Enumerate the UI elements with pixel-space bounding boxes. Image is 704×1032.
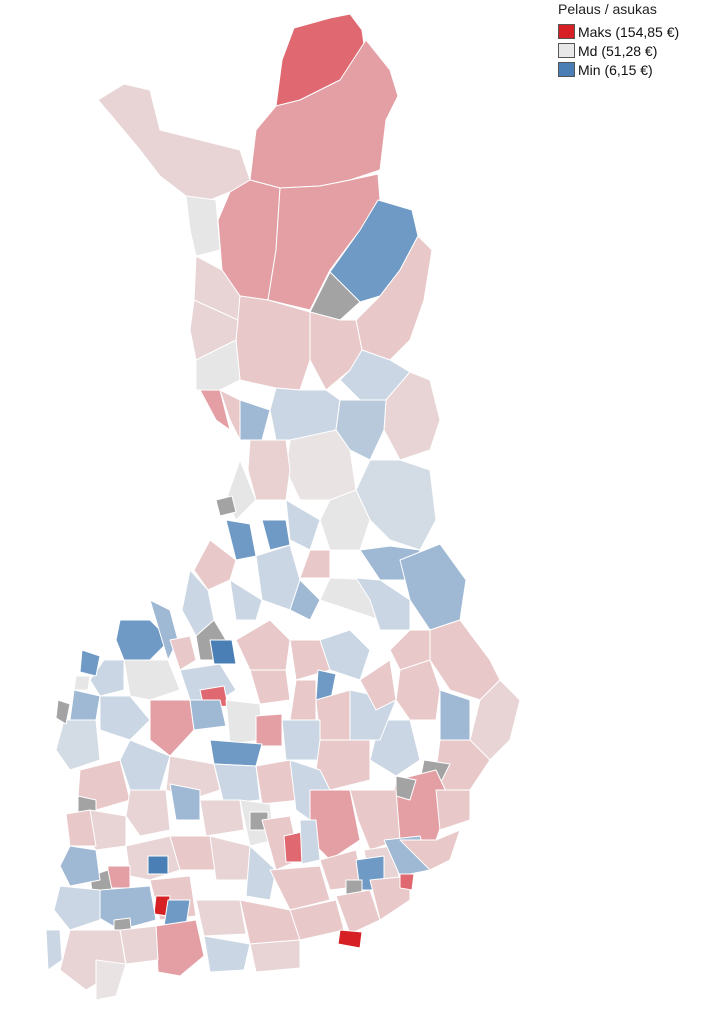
legend-swatch-max: [558, 24, 575, 39]
municipality[interactable]: [285, 499, 321, 551]
legend-item-max: Maks (154,85 €): [558, 22, 679, 41]
municipality[interactable]: [261, 519, 291, 551]
municipality[interactable]: [429, 619, 501, 701]
municipality[interactable]: [399, 829, 461, 871]
municipality[interactable]: [439, 689, 471, 741]
municipality[interactable]: [209, 739, 263, 767]
municipality[interactable]: [45, 929, 63, 971]
municipality[interactable]: [77, 759, 131, 811]
municipality[interactable]: [147, 855, 169, 875]
municipality[interactable]: [65, 809, 97, 847]
municipality[interactable]: [395, 659, 441, 721]
legend-swatch-min: [558, 62, 575, 77]
municipality[interactable]: [99, 695, 151, 741]
municipality[interactable]: [289, 579, 321, 621]
municipality[interactable]: [399, 873, 415, 891]
municipality[interactable]: [247, 439, 291, 501]
municipality[interactable]: [169, 783, 201, 821]
municipality[interactable]: [55, 699, 71, 725]
municipality[interactable]: [355, 459, 437, 551]
municipality[interactable]: [125, 789, 171, 837]
municipality[interactable]: [337, 929, 363, 949]
municipality[interactable]: [299, 819, 321, 865]
municipality[interactable]: [53, 885, 101, 931]
municipality[interactable]: [235, 295, 311, 391]
municipality[interactable]: [213, 763, 261, 805]
municipality[interactable]: [79, 649, 101, 677]
municipality[interactable]: [249, 939, 301, 973]
municipality[interactable]: [299, 549, 331, 579]
municipality[interactable]: [95, 959, 127, 1001]
municipality[interactable]: [359, 659, 397, 711]
municipality[interactable]: [55, 719, 101, 771]
municipality[interactable]: [69, 689, 101, 721]
municipality[interactable]: [281, 719, 321, 761]
municipality[interactable]: [215, 495, 237, 517]
municipality[interactable]: [119, 925, 159, 965]
municipality[interactable]: [255, 713, 283, 747]
municipality[interactable]: [349, 789, 401, 851]
municipality[interactable]: [123, 659, 181, 701]
municipality[interactable]: [73, 675, 91, 691]
legend: Pelaus / asukas Maks (154,85 €) Md (51,2…: [558, 1, 679, 79]
municipality[interactable]: [283, 831, 303, 863]
municipality[interactable]: [169, 635, 197, 671]
municipality[interactable]: [209, 639, 237, 665]
municipality[interactable]: [97, 83, 251, 201]
legend-label-max: Maks (154,85 €): [578, 23, 680, 40]
municipality[interactable]: [395, 775, 417, 801]
municipality[interactable]: [229, 579, 263, 621]
municipality[interactable]: [245, 845, 277, 901]
municipality[interactable]: [435, 789, 471, 831]
municipality[interactable]: [89, 659, 125, 697]
legend-label-min: Min (6,15 €): [578, 61, 653, 78]
municipality[interactable]: [155, 919, 205, 977]
municipality[interactable]: [199, 389, 231, 431]
municipality[interactable]: [149, 699, 195, 757]
municipality[interactable]: [209, 835, 251, 881]
legend-label-median: Md (51,28 €): [578, 42, 658, 59]
municipality[interactable]: [235, 619, 291, 671]
municipality[interactable]: [185, 195, 221, 257]
municipality[interactable]: [319, 629, 371, 681]
municipality[interactable]: [195, 339, 241, 391]
municipality[interactable]: [269, 865, 331, 911]
municipality[interactable]: [193, 539, 237, 591]
municipality[interactable]: [315, 739, 371, 791]
municipality[interactable]: [219, 389, 241, 441]
legend-item-min: Min (6,15 €): [558, 60, 679, 79]
legend-item-median: Md (51,28 €): [558, 41, 679, 60]
municipality[interactable]: [249, 669, 291, 705]
legend-title: Pelaus / asukas: [558, 1, 657, 17]
municipality[interactable]: [195, 899, 247, 937]
municipality[interactable]: [59, 845, 101, 887]
municipality[interactable]: [289, 679, 317, 721]
municipality[interactable]: [189, 699, 227, 731]
municipality[interactable]: [239, 399, 271, 441]
legend-swatch-median: [558, 43, 575, 58]
municipality[interactable]: [203, 935, 251, 973]
municipality[interactable]: [199, 799, 245, 837]
municipality[interactable]: [225, 519, 257, 561]
